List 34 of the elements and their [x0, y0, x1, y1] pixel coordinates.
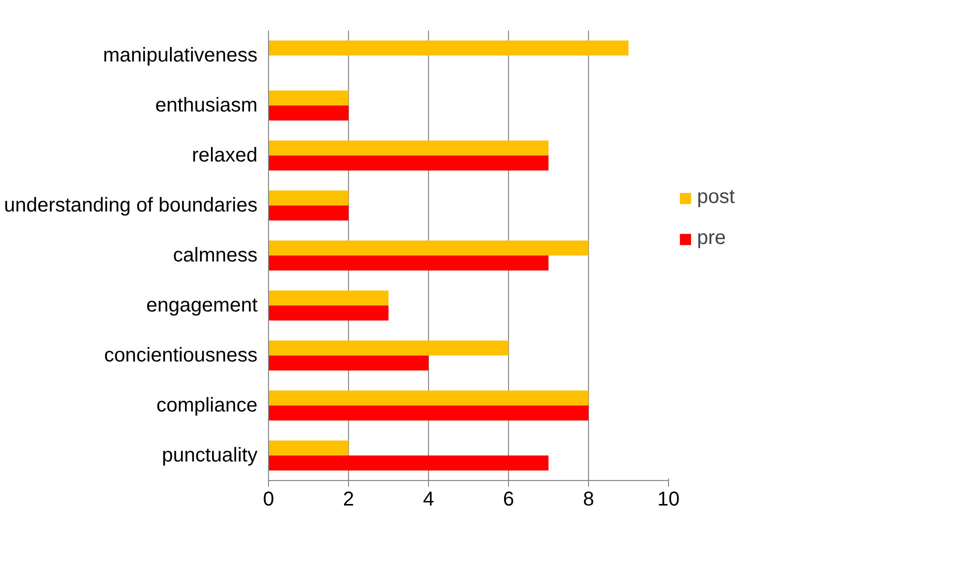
x-tick-label: 0 [262, 488, 274, 510]
y-tick-label: manipulativeness [102, 44, 258, 66]
bar [268, 106, 348, 120]
y-tick-label: concientiousness [104, 344, 258, 366]
legend-label: pre [697, 227, 726, 250]
y-tick-label: enthusiasm [155, 94, 258, 116]
x-tick-label: 8 [582, 488, 594, 510]
bar [268, 90, 348, 106]
legend-label: post [697, 186, 735, 209]
x-tick-label: 10 [657, 488, 680, 510]
y-tick-label: punctuality [162, 444, 258, 466]
bar [268, 456, 548, 470]
y-tick-label: engagement [146, 294, 258, 316]
bar [268, 240, 588, 256]
bar [268, 40, 628, 56]
y-tick-label: relaxed [192, 144, 258, 166]
bar [268, 356, 428, 370]
bar [268, 390, 588, 406]
bar [268, 140, 548, 156]
x-tick-label: 2 [342, 488, 354, 510]
y-tick-label: compliance [156, 394, 258, 416]
bar [268, 156, 548, 170]
bar [268, 440, 348, 456]
bar [268, 190, 348, 206]
bar [268, 256, 548, 270]
y-tick-label: understanding of boundaries [4, 194, 258, 216]
bar [268, 406, 588, 420]
bar [268, 306, 388, 320]
bar [268, 206, 348, 220]
x-tick-label: 4 [422, 488, 434, 510]
bar [268, 340, 508, 356]
y-tick-label: calmness [173, 244, 258, 266]
bar [268, 290, 388, 306]
x-tick-label: 6 [502, 488, 514, 510]
